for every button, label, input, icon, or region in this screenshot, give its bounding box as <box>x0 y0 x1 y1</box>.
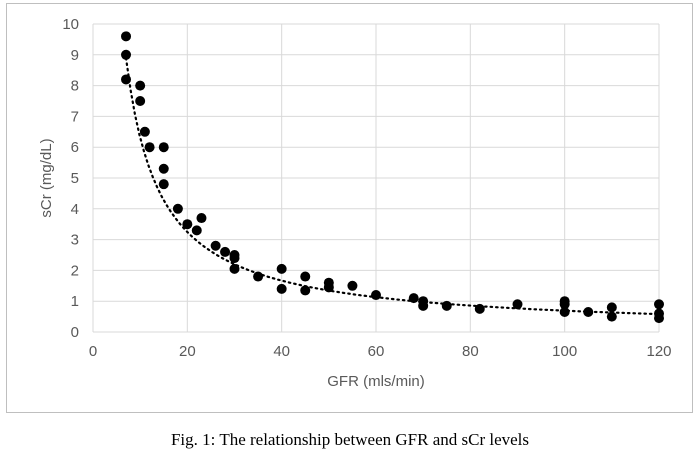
data-point <box>654 299 664 310</box>
x-tick-label: 0 <box>89 343 97 360</box>
data-point <box>559 306 570 317</box>
y-tick-label: 5 <box>71 170 79 187</box>
data-point <box>158 179 169 190</box>
data-point <box>172 203 183 214</box>
data-point <box>583 306 594 317</box>
y-tick-label: 10 <box>62 16 79 33</box>
data-point <box>229 253 240 264</box>
y-tick-label: 0 <box>71 324 79 341</box>
y-tick-label: 1 <box>71 293 79 310</box>
y-tick-labels: 0 1 2 3 4 5 6 7 8 9 10 <box>62 16 79 341</box>
x-tick-labels: 0 20 40 60 80 100 120 <box>89 343 672 360</box>
y-tick-label: 6 <box>71 139 79 156</box>
data-point <box>654 313 664 324</box>
data-point <box>121 31 132 42</box>
x-axis-label: GFR (mls/min) <box>327 373 425 390</box>
x-tick-label: 120 <box>646 343 671 360</box>
data-point <box>210 240 221 251</box>
data-point <box>139 126 150 137</box>
data-point <box>135 96 146 106</box>
data-point <box>512 299 523 310</box>
grid-lines <box>92 23 660 333</box>
data-point <box>253 271 264 282</box>
data-point <box>606 311 617 322</box>
data-point <box>229 263 240 274</box>
data-point <box>158 163 169 174</box>
figure-caption: Fig. 1: The relationship between GFR and… <box>170 430 530 449</box>
data-point <box>474 303 485 314</box>
data-point <box>121 74 132 85</box>
data-point <box>347 280 358 291</box>
data-point <box>196 213 207 224</box>
data-point <box>300 285 311 296</box>
data-point <box>323 282 334 293</box>
data-point <box>191 225 202 236</box>
x-tick-label: 100 <box>552 343 577 360</box>
data-point <box>135 80 146 91</box>
data-point <box>276 283 287 294</box>
y-tick-label: 2 <box>71 262 79 279</box>
data-point <box>418 300 429 311</box>
data-point <box>276 263 287 274</box>
data-point <box>121 49 132 60</box>
data-point <box>144 142 155 153</box>
y-tick-label: 9 <box>71 47 79 64</box>
chart-frame: 0 20 40 60 80 100 120 0 1 2 3 4 5 6 7 8 9 10 GFR (mls/mi… <box>6 3 693 413</box>
data-points <box>121 31 664 324</box>
y-axis-label: sCr (mg/dL) <box>38 138 55 217</box>
x-tick-label: 40 <box>273 343 290 360</box>
y-tick-label: 7 <box>71 108 79 125</box>
data-point <box>559 299 570 310</box>
data-point <box>408 293 419 304</box>
data-point <box>300 271 311 282</box>
scatter-chart: 0 20 40 60 80 100 120 0 1 2 3 4 5 6 7 8 9 10 GFR (mls/mi… <box>38 16 672 390</box>
data-point <box>182 219 193 230</box>
data-point <box>606 302 617 313</box>
data-point <box>441 300 452 311</box>
data-point <box>220 246 231 257</box>
x-tick-label: 20 <box>179 343 196 360</box>
data-point <box>371 290 381 301</box>
trendline-group <box>124 56 661 316</box>
data-point <box>158 142 169 153</box>
x-tick-label: 60 <box>368 343 385 360</box>
x-tick-label: 80 <box>462 343 479 360</box>
y-tick-label: 4 <box>71 201 79 218</box>
power-trendline <box>124 56 661 316</box>
y-tick-label: 3 <box>71 232 79 249</box>
y-tick-label: 8 <box>71 78 79 95</box>
